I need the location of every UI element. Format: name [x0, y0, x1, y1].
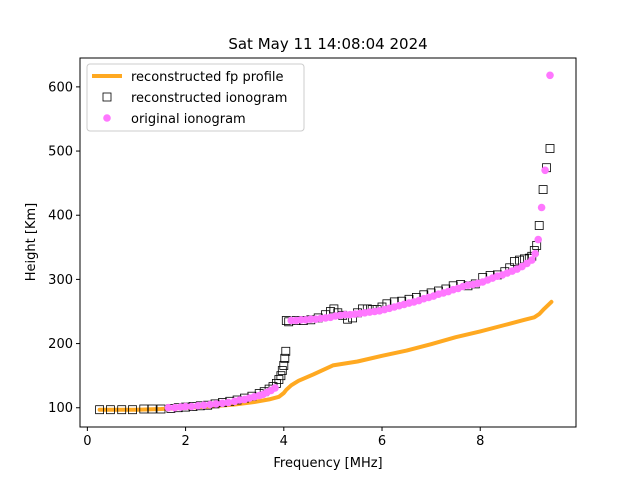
original-point: [164, 403, 173, 412]
legend-swatch-reconstructed: [102, 92, 112, 102]
original-point: [534, 235, 542, 244]
legend: reconstructed fp profile reconstructed i…: [86, 63, 305, 132]
y-tick-label: 300: [48, 273, 73, 288]
x-tick-label: 8: [476, 434, 484, 449]
original-point: [171, 403, 179, 412]
original-point: [218, 399, 227, 408]
original-point: [194, 402, 202, 410]
original-point: [200, 401, 208, 410]
legend-box: [86, 63, 305, 132]
x-tick-label: 2: [181, 434, 189, 449]
reconstructed-point: [280, 353, 290, 363]
chart-title: Sat May 11 14:08:04 2024: [228, 35, 427, 53]
original-point: [537, 203, 546, 212]
axis-ticks: 0 2 4 6 8 100 200 300 400 500 600: [48, 80, 484, 449]
original-point: [206, 400, 214, 409]
legend-swatch-original: [103, 114, 111, 122]
reconstructed-point: [147, 404, 157, 414]
reconstructed-point: [545, 144, 555, 153]
plot-area: [95, 71, 555, 415]
y-tick-label: 400: [48, 209, 73, 224]
y-tick-label: 500: [48, 145, 73, 160]
original-point: [224, 398, 233, 407]
x-tick-label: 6: [378, 434, 386, 449]
reconstructed-point: [128, 405, 137, 415]
x-tick-label: 4: [280, 434, 288, 449]
original-point: [187, 402, 196, 411]
original-point: [531, 249, 539, 258]
y-tick-label: 600: [48, 80, 73, 95]
reconstructed-point: [95, 405, 104, 415]
reconstructed-point: [534, 221, 544, 230]
original-point: [271, 384, 279, 392]
original-point: [541, 166, 549, 175]
original-point: [212, 400, 220, 408]
x-tick-label: 0: [83, 434, 91, 449]
original-point: [528, 256, 536, 264]
legend-label-profile: reconstructed fp profile: [131, 70, 284, 85]
y-axis-label: Height [Km]: [24, 203, 39, 281]
reconstructed-point: [281, 346, 291, 356]
reconstructed-point: [279, 360, 289, 370]
reconstructed-point: [117, 405, 127, 415]
axes-frame: [79, 57, 577, 428]
reconstructed-point: [510, 256, 520, 266]
y-tick-label: 200: [48, 337, 73, 352]
original-point: [546, 71, 554, 80]
reconstructed-point: [277, 366, 287, 375]
reconstructed-point: [276, 371, 286, 381]
reconstructed-point: [538, 185, 548, 195]
legend-label-reconstructed: reconstructed ionogram: [131, 91, 287, 106]
original-point: [181, 402, 190, 411]
legend-label-original: original ionogram: [131, 112, 246, 127]
x-axis-label: Frequency [MHz]: [273, 456, 382, 471]
y-tick-label: 100: [48, 401, 73, 416]
reconstructed-point: [106, 405, 115, 415]
